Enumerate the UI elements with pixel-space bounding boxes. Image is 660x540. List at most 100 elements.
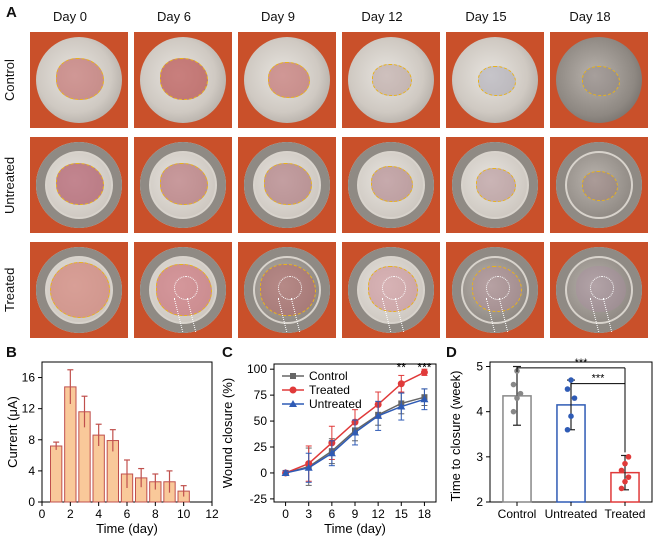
legend-label: Treated — [309, 383, 350, 397]
data-point — [625, 454, 632, 460]
x-axis-label: Time (day) — [96, 521, 158, 536]
wound-photo — [238, 137, 336, 233]
y-tick-label: 2 — [476, 495, 483, 509]
x-axis-label: Time (day) — [324, 521, 386, 536]
day-label: Day 9 — [261, 9, 295, 24]
day-label: Day 15 — [465, 9, 507, 24]
legend-label: Untreated — [309, 397, 362, 411]
day-label: Day 0 — [53, 9, 87, 24]
data-point — [622, 460, 628, 467]
x-tick-label: 6 — [329, 507, 336, 521]
y-tick-label: 25 — [254, 440, 268, 454]
current-bar-chart: 0 2 4 6 8 10 12 0 4 8 12 16 Time (day) Current (μA) — [5, 361, 219, 536]
x-tick-label: 2 — [67, 507, 74, 521]
y-tick-label: 5 — [476, 360, 483, 374]
wound-photo — [550, 242, 648, 338]
data-point — [374, 411, 383, 419]
wound-photo — [446, 137, 544, 233]
data-point — [420, 395, 429, 403]
y-axis-label: Current (μA) — [5, 396, 20, 468]
day-label: Day 18 — [569, 9, 611, 24]
bar — [64, 386, 77, 503]
x-tick-label: 0 — [282, 507, 289, 521]
x-tick-label: Treated — [605, 507, 646, 521]
day-label: Day 6 — [157, 9, 191, 24]
legend-marker — [289, 400, 297, 407]
x-tick-label: 12 — [371, 507, 385, 521]
data-point — [397, 402, 406, 410]
x-tick-label: Control — [498, 507, 537, 521]
y-tick-label: 4 — [476, 405, 483, 419]
data-point — [571, 395, 578, 401]
wound-photo — [30, 242, 128, 338]
y-tick-label: 75 — [254, 388, 268, 402]
row-label-treated: Treated — [2, 267, 17, 313]
data-point — [625, 474, 632, 480]
day-label: Day 12 — [361, 9, 403, 24]
data-point — [517, 390, 524, 397]
legend-marker — [290, 373, 296, 379]
significance-marker: ** — [397, 360, 407, 374]
x-tick-label: 4 — [95, 507, 102, 521]
data-point — [397, 380, 405, 388]
wound-photo — [30, 137, 128, 233]
panel-b-label: B — [6, 344, 17, 361]
panel-a-label: A — [6, 4, 17, 21]
data-point — [618, 467, 625, 474]
x-tick-label: 8 — [152, 507, 159, 521]
x-tick-label: 18 — [418, 507, 432, 521]
y-tick-label: -25 — [250, 492, 268, 506]
x-tick-label: Untreated — [545, 507, 598, 521]
x-tick-label: 3 — [305, 507, 312, 521]
bar — [50, 445, 63, 503]
x-tick-label: 10 — [177, 507, 191, 521]
x-tick-label: 6 — [124, 507, 131, 521]
wound-photo — [342, 32, 440, 128]
data-point — [514, 395, 520, 401]
data-point — [564, 426, 571, 433]
wound-photo — [30, 32, 128, 128]
data-point — [568, 413, 574, 419]
wound-photo — [342, 242, 440, 338]
data-point — [420, 368, 428, 376]
data-point — [618, 485, 625, 492]
row-label-untreated: Untreated — [2, 156, 17, 214]
y-axis-label: Wound closure (%) — [220, 378, 235, 488]
wound-photo — [342, 137, 440, 233]
data-point — [568, 377, 574, 383]
x-tick-label: 9 — [352, 507, 359, 521]
y-tick-label: 0 — [28, 495, 35, 509]
row-label-control: Control — [2, 59, 17, 101]
wound-photo — [134, 32, 232, 128]
y-tick-label: 4 — [28, 464, 35, 478]
data-point — [281, 468, 290, 476]
wound-photo — [446, 242, 544, 338]
time-to-closure-bar-chart: ****** Control Untreated Treated 2 3 4 5 Time to… — [448, 357, 653, 521]
legend-marker — [289, 386, 297, 394]
y-tick-label: 0 — [260, 466, 267, 480]
wound-photo — [238, 242, 336, 338]
x-tick-label: 15 — [395, 507, 409, 521]
wound-photo — [550, 137, 648, 233]
data-point — [304, 463, 313, 471]
y-tick-label: 8 — [28, 433, 35, 447]
data-point — [510, 408, 517, 415]
wound-photo — [550, 32, 648, 128]
y-axis-label: Time to closure (week) — [448, 371, 463, 502]
y-tick-label: 12 — [22, 402, 36, 416]
data-point — [510, 381, 517, 388]
data-point — [622, 478, 628, 485]
x-tick-label: 12 — [205, 507, 219, 521]
data-point — [351, 428, 359, 436]
x-tick-label: 0 — [39, 507, 46, 521]
wound-photo — [134, 242, 232, 338]
significance-marker: *** — [592, 373, 606, 385]
panel-d-label: D — [446, 344, 457, 361]
wound-photo — [446, 32, 544, 128]
data-point — [564, 386, 571, 392]
significance-marker: *** — [575, 357, 589, 369]
y-tick-label: 100 — [247, 362, 267, 376]
y-tick-label: 3 — [476, 450, 483, 464]
panel-c-label: C — [222, 344, 233, 361]
